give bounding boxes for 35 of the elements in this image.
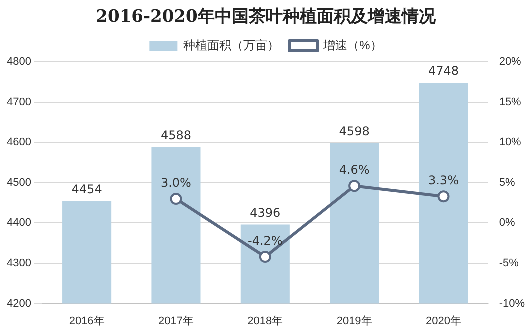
point — [259, 251, 272, 264]
data-label: 3.0% — [160, 176, 192, 190]
y-tick-label: 4600 — [6, 136, 32, 149]
y-tick-label: 4500 — [6, 176, 32, 189]
data-label: 4.6% — [339, 163, 370, 178]
x-tick-label: 2016年 — [69, 315, 105, 328]
data-label: 4748 — [428, 64, 460, 78]
data-label: 4588 — [160, 128, 192, 143]
y2-tick-label: 15% — [499, 96, 522, 108]
data-label: 4454 — [72, 182, 102, 197]
x-tick-label: 2017年 — [158, 315, 194, 328]
x-tick-label: 2020年 — [426, 315, 462, 328]
y2-tick-label: -5% — [499, 258, 520, 270]
y2-tick-label: 5% — [499, 176, 516, 189]
legend-label: 增速（%） — [322, 38, 382, 52]
data-label: 3.3% — [428, 174, 459, 188]
legend-label: 种植面积（万亩） — [184, 38, 280, 52]
x-tick-label: 2019年 — [336, 315, 372, 328]
y2-tick-label: 0% — [499, 217, 516, 230]
chart-title: 2016-2020年中国茶叶种植面积及增速情况 — [95, 6, 437, 29]
y-tick-label: 4400 — [6, 217, 32, 230]
y-tick-label: 4200 — [6, 298, 32, 310]
y-tick-label: 4700 — [6, 96, 32, 108]
y-tick-label: 4300 — [6, 258, 32, 270]
data-label: 4396 — [250, 206, 281, 220]
y2-tick-label: -10% — [499, 298, 526, 310]
y2-tick-label: 20% — [499, 56, 522, 68]
y-tick-label: 4800 — [6, 56, 32, 68]
point — [348, 180, 361, 192]
x-tick-label: 2018年 — [248, 315, 284, 328]
data-label: -4.2% — [248, 234, 283, 248]
data-label: 4598 — [339, 124, 370, 139]
point — [170, 193, 182, 206]
y2-tick-label: 10% — [499, 136, 522, 149]
point — [438, 190, 450, 203]
